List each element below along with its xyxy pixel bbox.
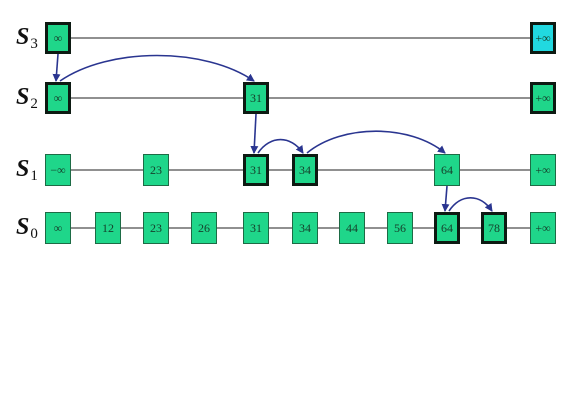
- level-label-letter: S: [16, 84, 30, 110]
- skip-node: −∞: [45, 154, 71, 186]
- level-label-letter: S: [16, 214, 30, 240]
- level-label-subscript: 0: [30, 226, 38, 242]
- search-forward-arrow: [306, 130, 446, 154]
- skip-node: 23: [143, 212, 169, 244]
- search-down-arrow: [52, 53, 61, 82]
- skip-node: 12: [95, 212, 121, 244]
- skip-node: +∞: [530, 82, 556, 114]
- skip-node: 31: [243, 154, 269, 186]
- skip-node: 26: [191, 212, 217, 244]
- level-label-subscript: 1: [30, 168, 38, 184]
- skip-node: 56: [387, 212, 413, 244]
- skip-node: ∞: [45, 22, 71, 54]
- level-label-s2: S2: [16, 84, 38, 112]
- level-label-s3: S3: [16, 24, 38, 52]
- search-forward-arrow: [59, 54, 255, 82]
- skip-node: 34: [292, 154, 318, 186]
- search-forward-arrow: [257, 138, 304, 154]
- skip-node: ∞: [45, 82, 71, 114]
- skip-node: +∞: [530, 22, 556, 54]
- level-label-subscript: 3: [30, 36, 38, 52]
- skip-node: +∞: [530, 154, 556, 186]
- skip-node: +∞: [530, 212, 556, 244]
- skip-node: 31: [243, 82, 269, 114]
- level-label-s1: S1: [16, 156, 38, 184]
- skip-node: 34: [292, 212, 318, 244]
- level-label-letter: S: [16, 156, 30, 182]
- skip-node: 31: [243, 212, 269, 244]
- skip-node: 78: [481, 212, 507, 244]
- skip-node: 44: [339, 212, 365, 244]
- skip-node: 23: [143, 154, 169, 186]
- search-down-arrow: [441, 185, 450, 212]
- search-forward-arrow: [448, 196, 493, 212]
- skip-node: ∞: [45, 212, 71, 244]
- level-label-s0: S0: [16, 214, 38, 242]
- search-down-arrow: [250, 113, 259, 154]
- skip-node: 64: [434, 212, 460, 244]
- level-label-letter: S: [16, 24, 30, 50]
- level-label-subscript: 2: [30, 96, 38, 112]
- skip-node: 64: [434, 154, 460, 186]
